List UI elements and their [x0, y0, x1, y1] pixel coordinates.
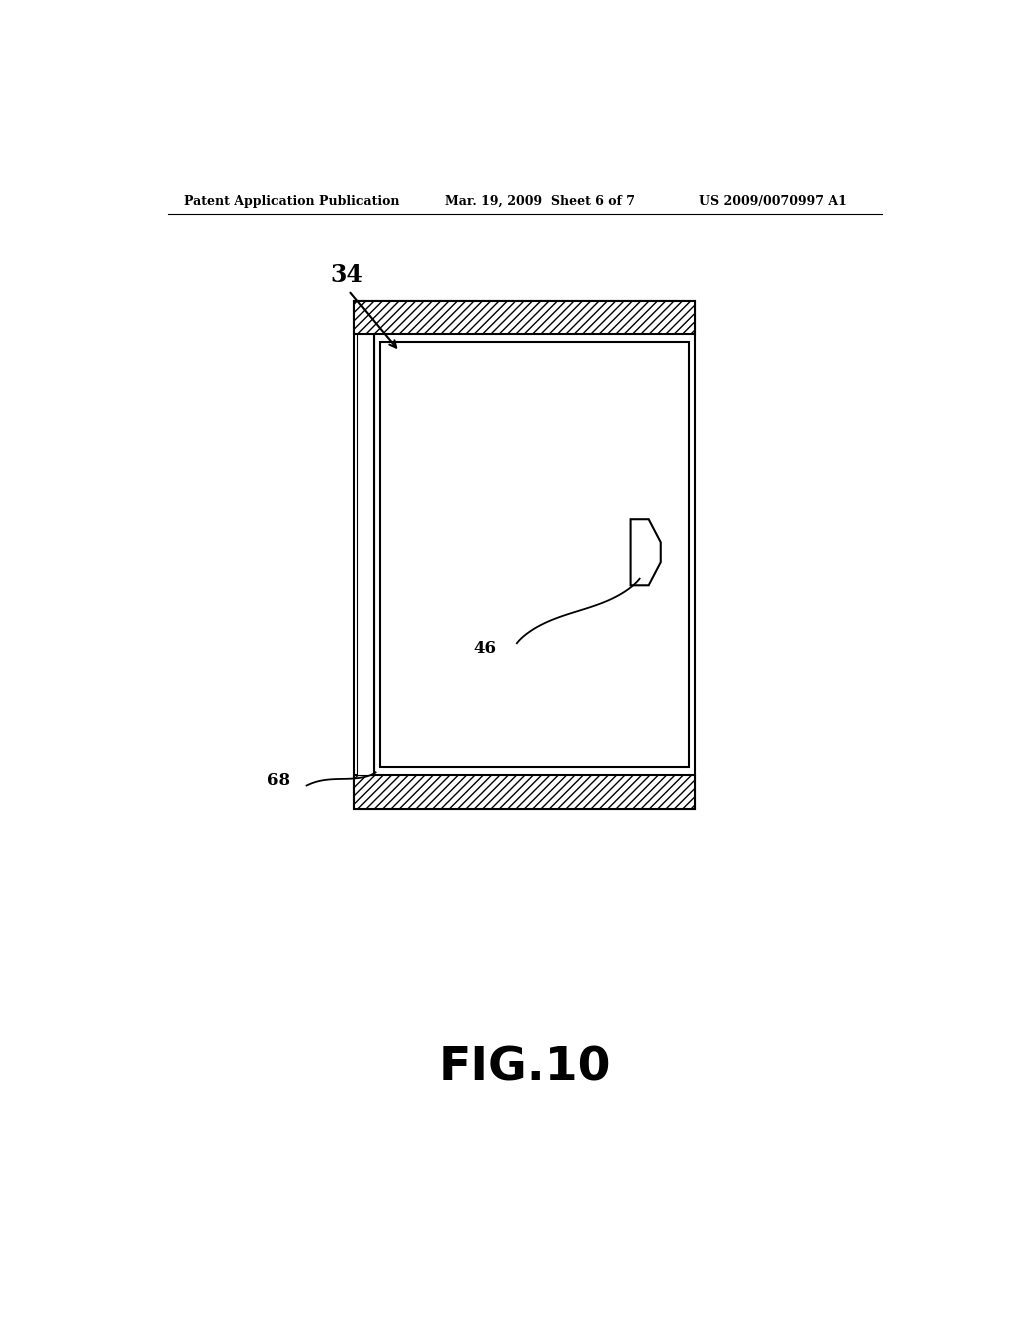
Bar: [354, 775, 695, 809]
Text: Mar. 19, 2009  Sheet 6 of 7: Mar. 19, 2009 Sheet 6 of 7: [445, 194, 636, 207]
Polygon shape: [631, 519, 660, 585]
Text: Patent Application Publication: Patent Application Publication: [183, 194, 399, 207]
Text: 34: 34: [331, 263, 364, 288]
Text: FIG.10: FIG.10: [438, 1045, 611, 1090]
Bar: [356, 334, 374, 775]
Bar: [354, 301, 695, 334]
Bar: [380, 342, 689, 767]
Text: 46: 46: [473, 640, 497, 657]
Text: 68: 68: [267, 772, 290, 789]
Text: US 2009/0070997 A1: US 2009/0070997 A1: [699, 194, 847, 207]
Bar: [354, 301, 695, 809]
